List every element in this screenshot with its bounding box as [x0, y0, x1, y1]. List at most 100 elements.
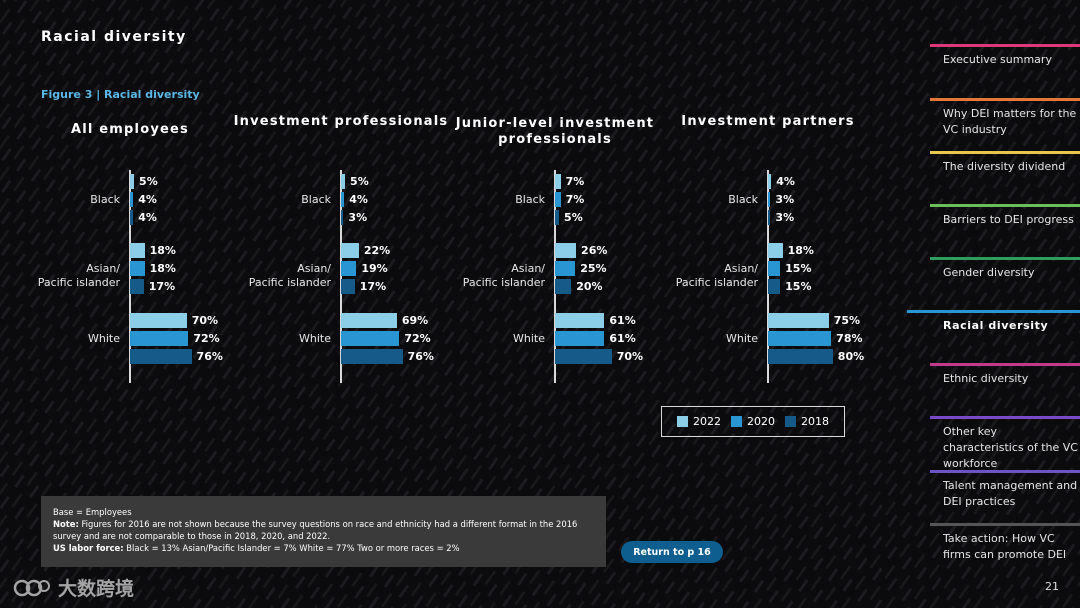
value-label-junior-investment-professionals-white-2022: 61% [609, 314, 636, 327]
value-label-investment-partners-white-2020: 78% [836, 332, 863, 345]
nav-item-the-diversity-dividend[interactable]: The diversity dividend [930, 151, 1080, 201]
value-label-all-employees-white-2022: 70% [191, 314, 219, 327]
nav-item-label: Executive summary [943, 53, 1052, 66]
nav-item-executive-summary[interactable]: Executive summary [930, 44, 1080, 94]
nav-item-label: Racial diversity [943, 319, 1049, 332]
bar-junior-investment-professionals-black-2022 [555, 174, 561, 189]
nav-item-label: The diversity dividend [943, 160, 1066, 173]
watermark: 大数跨境 [12, 574, 134, 601]
nav-item-label: Other key characteristics of the VC work… [943, 425, 1078, 470]
note-label: Note: [53, 519, 79, 529]
value-label-investment-professionals-white-2020: 72% [404, 332, 431, 345]
value-label-investment-partners-asian-pacific-islander-2020: 15% [785, 262, 812, 275]
category-label-black: Black [90, 193, 120, 206]
figure-label: Figure 3 | Racial diversity [41, 88, 200, 101]
nav-item-take-action-how-vc-firms-can-promote-dei[interactable]: Take action: How VC firms can promote DE… [930, 523, 1080, 573]
category-label-white: White [88, 332, 120, 345]
nav-item-talent-management-and-dei-practices[interactable]: Talent management and DEI practices [930, 470, 1080, 520]
value-label-investment-partners-black-2022: 4% [776, 175, 795, 188]
legend-item-2022: 2022 [677, 415, 721, 428]
legend-label-2022: 2022 [693, 415, 721, 428]
nav-item-why-dei-matters-for-the-vc-industry[interactable]: Why DEI matters for the VC industry [930, 98, 1080, 148]
bar-investment-professionals-black-2018 [341, 210, 344, 225]
category-label-asian-pacific-islander: Asian/Pacific islander [248, 262, 331, 289]
value-label-all-employees-asian-pacific-islander-2022: 18% [149, 244, 176, 257]
value-label-all-employees-asian-pacific-islander-2020: 18% [149, 262, 176, 275]
value-label-investment-partners-asian-pacific-islander-2018: 15% [785, 280, 812, 293]
value-label-junior-investment-professionals-white-2020: 61% [609, 332, 636, 345]
bar-all-employees-black-2018 [130, 210, 134, 225]
watermark-text: 大数跨境 [58, 578, 135, 600]
nav-item-ethnic-diversity[interactable]: Ethnic diversity [930, 363, 1080, 413]
bar-investment-partners-white-2018 [768, 349, 833, 364]
value-label-investment-professionals-asian-pacific-islander-2022: 22% [363, 244, 391, 257]
axis-line-investment-partners [767, 170, 769, 383]
value-label-junior-investment-professionals-asian-pacific-islander-2020: 25% [580, 262, 607, 275]
category-label-asian-pacific-islander: Asian/Pacific islander [37, 262, 120, 289]
bar-investment-professionals-asian-pacific-islander-2020 [341, 261, 357, 276]
note-text: Note: Figures for 2016 are not shown bec… [53, 518, 594, 542]
axis-line-all-employees [129, 170, 131, 383]
panel-title-junior-investment-professionals: Junior-level investment professionals [455, 116, 655, 147]
bar-investment-professionals-asian-pacific-islander-2022 [341, 243, 359, 258]
bar-investment-professionals-black-2020 [341, 192, 345, 207]
bar-investment-professionals-asian-pacific-islander-2018 [341, 279, 355, 294]
value-label-all-employees-asian-pacific-islander-2018: 17% [148, 280, 176, 293]
labor-text: Black = 13% Asian/Pacific Islander = 7% … [126, 543, 460, 553]
legend-item-2020: 2020 [731, 415, 775, 428]
legend-swatch-2020 [731, 416, 742, 427]
bar-investment-professionals-white-2020 [341, 331, 400, 346]
panel-title-investment-professionals: Investment professionals [233, 114, 449, 129]
bar-investment-partners-asian-pacific-islander-2018 [768, 279, 781, 294]
bar-junior-investment-professionals-asian-pacific-islander-2018 [555, 279, 572, 294]
chart-legend: 2022 2020 2018 [661, 406, 845, 437]
nav-item-accent-line [930, 98, 1080, 101]
bar-junior-investment-professionals-black-2018 [555, 210, 560, 225]
category-label-white: White [726, 332, 758, 345]
value-label-investment-professionals-black-2020: 4% [349, 193, 368, 206]
value-label-all-employees-white-2020: 72% [193, 332, 220, 345]
bar-investment-partners-black-2020 [768, 192, 771, 207]
value-label-investment-partners-asian-pacific-islander-2022: 18% [787, 244, 814, 257]
category-label-white: White [299, 332, 331, 345]
value-label-junior-investment-professionals-white-2018: 70% [616, 350, 644, 363]
bar-investment-professionals-white-2022 [341, 313, 397, 328]
nav-item-accent-line [907, 310, 1080, 313]
legend-label-2020: 2020 [747, 415, 775, 428]
legend-label-2018: 2018 [801, 415, 829, 428]
value-label-investment-professionals-asian-pacific-islander-2020: 19% [361, 262, 388, 275]
watermark-logo-icon [13, 579, 50, 596]
value-label-junior-investment-professionals-black-2020: 7% [565, 193, 585, 206]
bar-investment-partners-white-2022 [768, 313, 829, 328]
bar-investment-professionals-black-2022 [341, 174, 346, 189]
value-label-investment-partners-black-2018: 3% [775, 211, 795, 224]
nav-item-label: Gender diversity [943, 266, 1035, 279]
labor-label: US labor force: [53, 543, 124, 553]
bar-junior-investment-professionals-white-2022 [555, 313, 605, 328]
nav-item-accent-line [930, 470, 1080, 473]
labor-force: US labor force: Black = 13% Asian/Pacifi… [53, 542, 594, 554]
nav-item-accent-line [930, 416, 1080, 419]
legend-swatch-2018 [785, 416, 796, 427]
value-label-junior-investment-professionals-black-2018: 5% [564, 211, 583, 224]
category-label-black: Black [301, 193, 331, 206]
value-label-investment-professionals-white-2018: 76% [407, 350, 434, 363]
return-button[interactable]: Return to p 16 [621, 541, 723, 563]
bar-all-employees-asian-pacific-islander-2022 [130, 243, 145, 258]
panel-title-investment-partners: Investment partners [681, 114, 855, 129]
value-label-junior-investment-professionals-asian-pacific-islander-2022: 26% [581, 244, 608, 257]
bar-junior-investment-professionals-asian-pacific-islander-2022 [555, 243, 577, 258]
bar-investment-partners-black-2022 [768, 174, 772, 189]
category-label-black: Black [728, 193, 758, 206]
nav-item-label: Take action: How VC firms can promote DE… [943, 532, 1067, 561]
page-title: Racial diversity [41, 29, 187, 45]
bar-all-employees-asian-pacific-islander-2020 [130, 261, 145, 276]
nav-item-accent-line [930, 257, 1080, 260]
nav-item-barriers-to-dei-progress[interactable]: Barriers to DEI progress [930, 204, 1080, 254]
nav-item-racial-diversity[interactable]: Racial diversity [907, 310, 1080, 360]
panel-title-all-employees: All employees [70, 122, 189, 137]
nav-item-other-key-characteristics-of-the-vc-workforce[interactable]: Other key characteristics of the VC work… [930, 416, 1080, 470]
nav-item-gender-diversity[interactable]: Gender diversity [930, 257, 1080, 307]
category-label-black: Black [515, 193, 545, 206]
bar-investment-partners-asian-pacific-islander-2022 [768, 243, 783, 258]
